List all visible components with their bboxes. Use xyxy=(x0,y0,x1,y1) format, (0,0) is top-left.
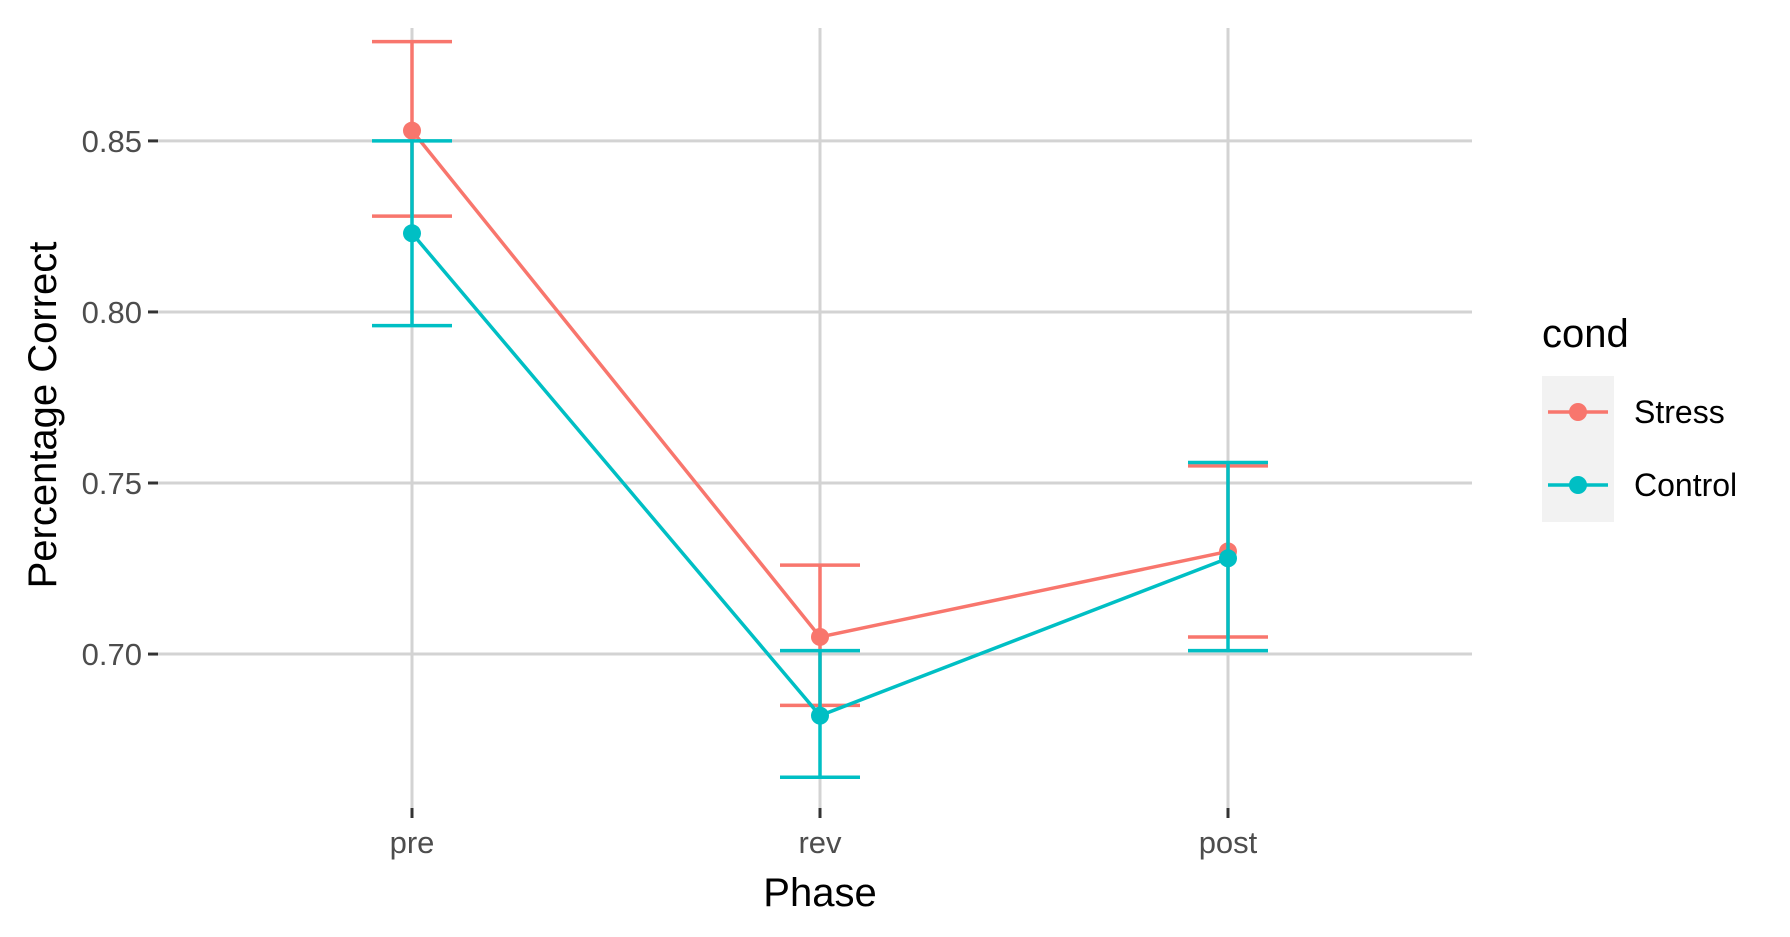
y-tick-label: 0.80 xyxy=(82,295,142,330)
legend-title: cond xyxy=(1542,312,1629,356)
legend-item-stress: Stress xyxy=(1548,394,1725,430)
legend-items: Stress Control xyxy=(1542,376,1737,522)
x-tick-label: post xyxy=(1199,825,1258,860)
data-point xyxy=(1219,549,1237,568)
data-point xyxy=(811,627,829,646)
legend-item-control: Control xyxy=(1548,467,1737,503)
legend-label: Stress xyxy=(1634,394,1725,430)
axes: 0.70 0.75 0.80 0.85 pre rev post xyxy=(82,124,1258,860)
legend-point xyxy=(1569,476,1587,494)
x-tick-label: rev xyxy=(798,825,842,860)
data-point xyxy=(811,706,829,725)
x-tick-label: pre xyxy=(390,825,435,860)
legend: cond Stress Control xyxy=(1542,312,1737,522)
data-point xyxy=(403,224,421,243)
y-tick-label: 0.70 xyxy=(82,637,142,672)
legend-label: Control xyxy=(1634,467,1737,503)
data-point xyxy=(403,121,421,140)
y-tick-label: 0.85 xyxy=(82,124,142,159)
y-tick-label: 0.75 xyxy=(82,466,142,501)
series-control xyxy=(372,139,1268,779)
legend-key-background xyxy=(1542,376,1614,522)
grid xyxy=(158,28,1472,808)
legend-point xyxy=(1569,403,1587,421)
x-axis-title: Phase xyxy=(763,871,876,915)
y-axis-title: Percentage Correct xyxy=(21,242,65,589)
series-layer xyxy=(372,39,1268,779)
